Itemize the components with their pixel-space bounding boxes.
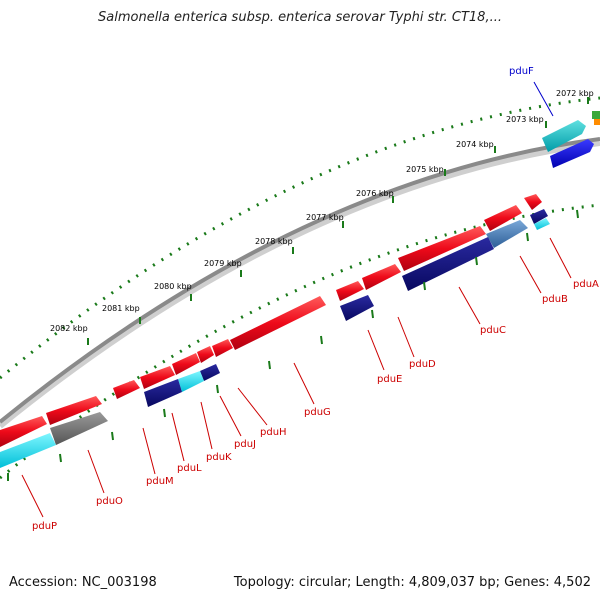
gene-arrow <box>200 364 220 381</box>
gene-arrow <box>402 237 494 291</box>
gene-label-pduH: pduH <box>260 427 287 438</box>
gene-label-pduP: pduP <box>32 521 57 532</box>
gene-label-pduB: pduB <box>542 294 568 305</box>
gene-label-pduA: pduA <box>573 279 599 290</box>
gene-arrow <box>340 295 374 321</box>
gene-arrow <box>197 346 214 363</box>
gene-arrow <box>0 433 56 468</box>
gene-arrow <box>530 209 548 224</box>
gene-arrow <box>178 371 204 392</box>
gene-label-pduJ: pduJ <box>234 439 256 450</box>
ruler-label: 2075 kbp <box>406 165 444 174</box>
gene-label-pduC: pduC <box>480 325 506 336</box>
gene-label-pduK: pduK <box>206 452 232 463</box>
ruler-label: 2072 kbp <box>556 89 594 98</box>
ruler-label: 2080 kbp <box>154 282 192 291</box>
gene-label-pduD: pduD <box>409 359 436 370</box>
inner-ruler-ticks <box>7 209 579 481</box>
gene-arrow <box>534 218 550 230</box>
ruler-ticks <box>87 97 589 345</box>
ruler-label: 2081 kbp <box>102 304 140 313</box>
gene-arrow <box>50 412 108 445</box>
inner-ruler <box>0 203 600 480</box>
gene-arrow <box>398 226 486 271</box>
gene-arrow <box>46 396 102 425</box>
gene-fragment <box>594 119 600 125</box>
gene-arrow <box>336 281 364 301</box>
ruler-label: 2076 kbp <box>356 189 394 198</box>
gene-arrow <box>524 194 542 210</box>
ruler-label: 2077 kbp <box>306 213 344 222</box>
gene-arrow <box>0 416 47 447</box>
gene-arrow <box>542 120 586 152</box>
gene-label-pduO: pduO <box>96 496 123 507</box>
label-leaders <box>21 81 572 518</box>
gene-label-pduF: pduF <box>509 66 534 77</box>
map-title: Salmonella enterica subsp. enterica sero… <box>98 10 502 25</box>
gene-arrow <box>212 339 233 357</box>
gene-arrow <box>230 296 326 350</box>
ruler-label: 2078 kbp <box>255 237 293 246</box>
gene-arrow <box>484 205 522 231</box>
gene-label-pduM: pduM <box>146 476 174 487</box>
ruler-label: 2073 kbp <box>506 115 544 124</box>
topology-text: Topology: circular; Length: 4,809,037 bp… <box>233 575 591 590</box>
gene-arrow <box>362 264 401 290</box>
gene-arrow <box>140 366 175 389</box>
ruler-label: 2074 kbp <box>456 140 494 149</box>
backbone <box>0 137 600 424</box>
backbone-shadow <box>0 140 600 429</box>
gene-label-pduG: pduG <box>304 407 331 418</box>
gene-fragment <box>592 111 600 119</box>
gene-label-pduL: pduL <box>177 463 202 474</box>
ruler-label: 2082 kbp <box>50 324 88 333</box>
gene-label-pduE: pduE <box>377 374 402 385</box>
gene-arrow <box>550 139 594 168</box>
ruler-label: 2079 kbp <box>204 259 242 268</box>
accession-text: Accession: NC_003198 <box>9 575 157 590</box>
gene-arrow <box>113 380 140 399</box>
gene-arrow <box>486 220 528 248</box>
gene-arrow <box>144 379 182 407</box>
gene-arrow <box>172 353 200 375</box>
